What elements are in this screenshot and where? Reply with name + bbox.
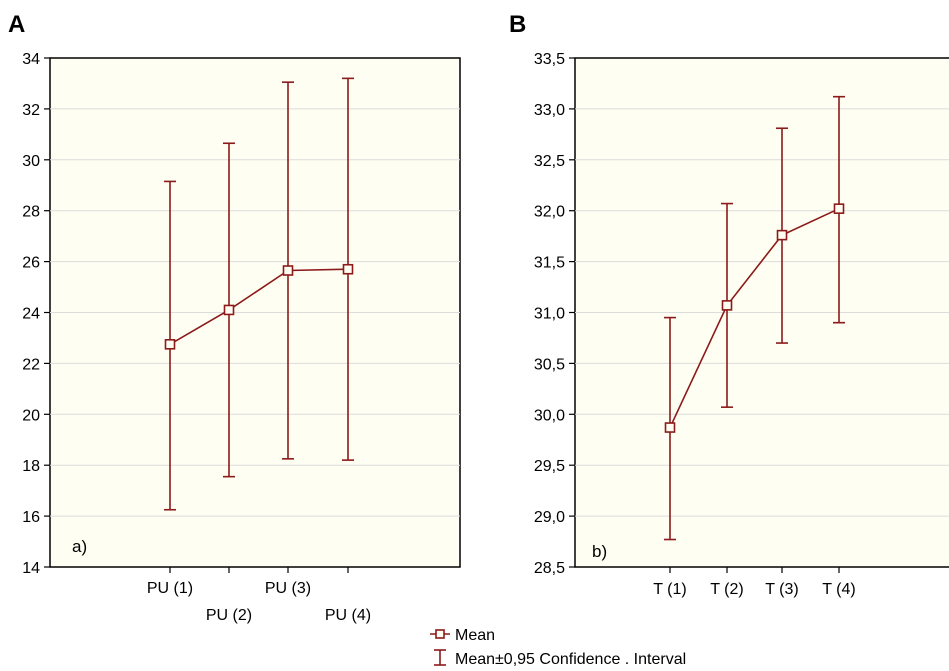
- y-tick-label: 32,5: [534, 153, 565, 170]
- panel-b-tag: b): [592, 542, 607, 561]
- panel-a-x-tick-labels: PU (1) PU (2) PU (3) PU (4): [147, 567, 371, 624]
- mean-point: [721, 300, 733, 311]
- panel-a-gridlines: [50, 108, 460, 517]
- legend: Mean Mean±0,95 Confidence . Interval: [430, 627, 686, 668]
- y-tick-label: 31,5: [534, 255, 565, 272]
- y-tick-label: 26: [22, 255, 40, 272]
- mean-line: [669, 207, 840, 428]
- mean-point: [342, 263, 354, 275]
- y-tick-label: 32: [22, 102, 40, 119]
- y-tick-label: 14: [22, 560, 40, 577]
- panel-a-y-ticks: 14 16 18 20 22 24 26 28 30 32 34: [22, 51, 50, 577]
- mean-point: [282, 265, 294, 276]
- y-tick-label: 30,5: [534, 356, 565, 373]
- mean-point: [833, 203, 845, 214]
- panel-b: B 28,5 29,0 29,5 30,0 30,5 31,0 31,5 32,0 32,5 33…: [509, 11, 949, 598]
- y-tick-label: 31,0: [534, 306, 565, 323]
- y-tick-label: 30,0: [534, 407, 565, 424]
- panel-b-gridlines: [575, 108, 949, 517]
- mean-point: [664, 422, 676, 433]
- x-tick-label: T (3): [765, 581, 798, 598]
- panel-b-letter: B: [509, 11, 526, 38]
- panel-a-tag: a): [72, 537, 87, 556]
- mean-point: [776, 229, 788, 241]
- y-tick-label: 18: [22, 458, 40, 475]
- legend-error-bar-icon: [434, 649, 446, 666]
- y-tick-label: 20: [22, 407, 40, 424]
- panel-a-series: [164, 77, 354, 511]
- panel-b-series: [664, 95, 845, 541]
- mean-line: [169, 268, 349, 346]
- y-tick-label: 34: [22, 51, 40, 68]
- panel-b-y-ticks: 28,5 29,0 29,5 30,0 30,5 31,0 31,5 32,0 32,5 33,0…: [534, 51, 575, 577]
- y-tick-label: 29,0: [534, 509, 565, 526]
- y-tick-label: 24: [22, 306, 40, 323]
- legend-ci-label: Mean±0,95 Confidence . Interval: [455, 651, 686, 668]
- legend-mean-marker-icon: [430, 629, 450, 639]
- y-tick-label: 22: [22, 356, 40, 373]
- x-tick-label: T (1): [653, 581, 686, 598]
- x-tick-label: T (4): [822, 581, 855, 598]
- x-tick-label: PU (1): [147, 580, 193, 597]
- y-tick-label: 30: [22, 153, 40, 170]
- y-tick-label: 28: [22, 204, 40, 221]
- y-tick-label: 33,0: [534, 102, 565, 119]
- y-tick-label: 29,5: [534, 458, 565, 475]
- y-tick-label: 32,0: [534, 204, 565, 221]
- x-tick-label: PU (2): [206, 607, 252, 624]
- x-tick-label: T (2): [710, 581, 743, 598]
- mean-point: [164, 339, 176, 350]
- y-tick-label: 28,5: [534, 560, 565, 577]
- legend-mean-label: Mean: [455, 627, 495, 644]
- y-tick-label: 33,5: [534, 51, 565, 68]
- x-tick-label: PU (4): [325, 607, 371, 624]
- x-tick-label: PU (3): [265, 580, 311, 597]
- panel-b-x-tick-labels: T (1) T (2) T (3) T (4): [653, 567, 856, 598]
- panel-a-letter: A: [8, 11, 25, 38]
- mean-point: [223, 304, 235, 316]
- y-tick-label: 16: [22, 509, 40, 526]
